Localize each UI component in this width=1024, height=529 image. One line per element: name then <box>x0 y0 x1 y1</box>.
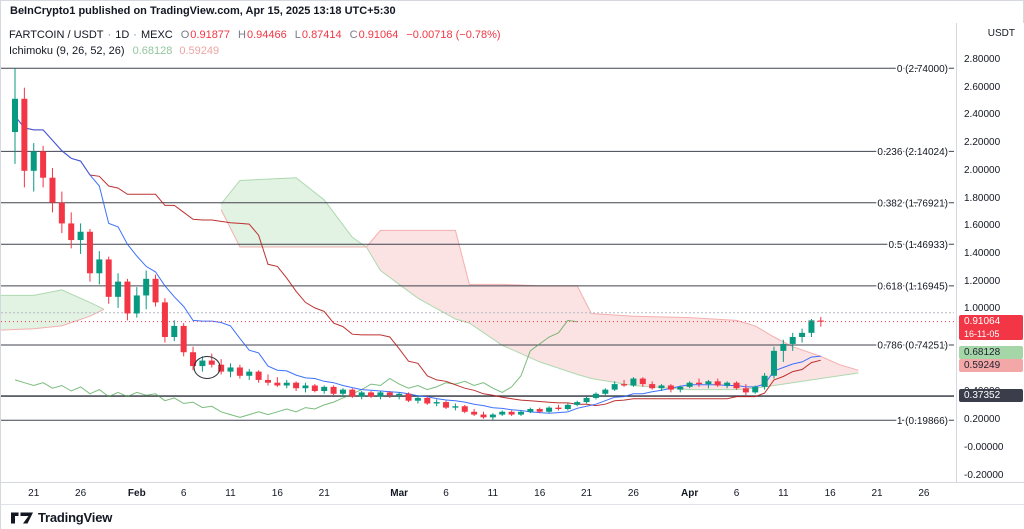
x-axis-tick: 6 <box>733 488 740 499</box>
fib-labels: 0 (2.74000) 0.236 (2.14024) 0.382 (1.76921… <box>876 62 950 428</box>
x-axis-tick: Mar <box>390 488 409 499</box>
change-value: −0.00718 (−0.78%) <box>406 29 501 41</box>
publish-bar: BeInCrypto1 published on TradingView.com… <box>1 1 1023 23</box>
price-chart[interactable]: 0 (2.74000) 0.236 (2.14024) 0.382 (1.76921… <box>1 23 956 482</box>
x-axis-tick: 16 <box>534 488 546 499</box>
ichimoku-cloud <box>1 177 859 391</box>
y-axis-tick: 2.40000 <box>964 109 1001 121</box>
candles-layer <box>12 68 824 421</box>
open-value: 0.91877 <box>190 29 231 41</box>
y-axis-tick: -0.20000 <box>964 469 1004 481</box>
x-axis-tick: Apr <box>681 488 699 499</box>
fib-label-0.786: 0.786 (0.74251) <box>877 340 948 351</box>
x-axis-tick: 26 <box>75 488 87 499</box>
interval-label[interactable]: 1D <box>115 29 130 41</box>
x-axis-tick: 21 <box>581 488 593 499</box>
fib-label-0.382: 0.382 (1.76921) <box>877 198 948 209</box>
legend: FARTCOIN / USDT · 1D · MEXC O 0.91877 H 0.… <box>9 27 501 59</box>
x-axis-tick: 6 <box>443 488 449 499</box>
symbol-row[interactable]: FARTCOIN / USDT · 1D · MEXC O 0.91877 H 0.… <box>9 27 501 43</box>
high-label: H <box>238 29 246 41</box>
y-axis-tick: -0.00000 <box>964 441 1004 453</box>
x-axis-tick: 16 <box>824 488 836 499</box>
indicator-row[interactable]: Ichimoku (9, 26, 52, 26) 0.68128 0.59249 <box>9 43 501 59</box>
lead-b-badge: 0.59249 <box>959 358 1023 372</box>
tradingview-logo-icon[interactable] <box>11 511 33 525</box>
separator: · <box>107 29 112 41</box>
y-axis-tick: 2.80000 <box>964 54 1001 65</box>
x-axis-tick: 11 <box>778 488 789 499</box>
high-value: 0.94466 <box>247 29 287 41</box>
symbol-title[interactable]: FARTCOIN / USDT <box>9 29 104 41</box>
indicator-lead-b-value: 0.59249 <box>179 45 220 57</box>
fib-retracement-lines[interactable] <box>1 67 954 421</box>
time-axis[interactable]: 21 26 Feb 6 11 16 21 Mar 6 11 16 21 26 Apr 6 11 16 21 26 <box>1 482 1024 504</box>
x-axis-tick: 21 <box>318 488 330 499</box>
axis-currency-label[interactable]: USDT <box>987 28 1015 39</box>
lead-a-badge: 0.68128 <box>959 346 1023 360</box>
indicator-title[interactable]: Ichimoku (9, 26, 52, 26) <box>9 45 125 57</box>
fib-label-0.618: 0.618 (1.16945) <box>877 281 948 292</box>
exchange-label[interactable]: MEXC <box>140 29 173 41</box>
low-label: L <box>294 29 301 41</box>
y-axis-tick: 2.60000 <box>964 81 1001 93</box>
close-label: C <box>349 29 358 41</box>
circle-annotation[interactable] <box>193 355 221 379</box>
price-axis[interactable]: USDT 2.80000 2.60000 2.40000 2.20000 2.00000… <box>956 23 1024 482</box>
x-axis-tick: 11 <box>487 488 499 499</box>
last-price-badge: 0.91064 16-11-05 <box>959 314 1023 340</box>
level-line-badge: 0.37352 <box>959 389 1023 403</box>
separator: · <box>133 29 137 41</box>
kijun-line <box>14 115 821 407</box>
chikou-line <box>14 319 578 418</box>
bottom-bar: TradingView <box>1 504 1024 529</box>
y-axis-tick: 1.80000 <box>964 192 1001 204</box>
low-value: 0.87414 <box>301 29 342 41</box>
x-axis-tick: 16 <box>271 488 283 499</box>
fib-label-0.5: 0.5 (1.46933) <box>889 240 949 251</box>
y-axis-tick: 1.60000 <box>964 220 1001 232</box>
fib-label-1: 1 (0.19866) <box>897 416 948 427</box>
chart-pane[interactable]: 0 (2.74000) 0.236 (2.14024) 0.382 (1.76921… <box>1 23 956 482</box>
publish-text: BeInCrypto1 published on TradingView.com… <box>10 5 396 17</box>
x-axis-tick: 21 <box>871 488 883 499</box>
x-axis-tick: 26 <box>918 488 930 499</box>
y-axis-tick: 2.00000 <box>964 164 1001 176</box>
x-axis-tick: 6 <box>180 488 187 499</box>
x-axis-tick: 21 <box>28 488 40 499</box>
indicator-lead-a-value: 0.68128 <box>132 45 173 57</box>
open-label: O <box>180 29 190 41</box>
y-axis-tick: 2.20000 <box>964 137 1001 149</box>
y-axis-tick: 1.20000 <box>964 275 1001 287</box>
x-axis-tick: Feb <box>127 488 146 499</box>
close-value: 0.91064 <box>358 29 399 41</box>
y-axis-tick: 1.40000 <box>964 247 1001 259</box>
fib-label-0: 0 (2.74000) <box>897 64 948 75</box>
y-axis-tick: 0.20000 <box>964 414 1001 426</box>
x-axis-tick: 26 <box>627 488 639 499</box>
tradingview-wordmark[interactable]: TradingView <box>38 510 113 525</box>
y-axis-tick: 1.00000 <box>964 303 1001 315</box>
x-axis-tick: 11 <box>225 488 236 499</box>
fib-label-0.236: 0.236 (2.14024) <box>877 147 948 158</box>
